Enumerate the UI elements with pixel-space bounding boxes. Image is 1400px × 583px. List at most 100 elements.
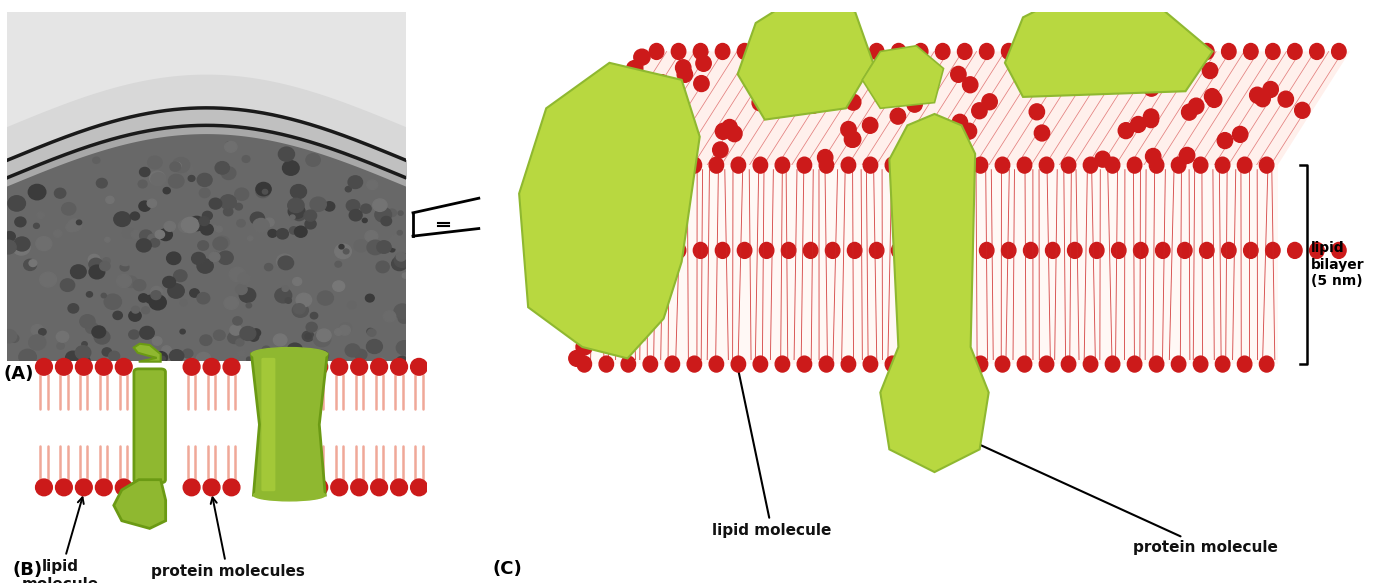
Circle shape — [256, 185, 270, 198]
Ellipse shape — [951, 66, 966, 82]
Ellipse shape — [752, 95, 767, 111]
Circle shape — [251, 212, 265, 224]
Ellipse shape — [575, 140, 592, 156]
Ellipse shape — [722, 120, 738, 135]
Ellipse shape — [1155, 44, 1170, 59]
Ellipse shape — [1263, 82, 1278, 97]
Ellipse shape — [622, 157, 636, 173]
Ellipse shape — [1309, 44, 1324, 59]
Circle shape — [90, 258, 102, 271]
Ellipse shape — [1023, 243, 1037, 258]
Ellipse shape — [661, 82, 676, 98]
Ellipse shape — [1266, 44, 1280, 59]
Circle shape — [216, 161, 230, 174]
Ellipse shape — [1204, 89, 1219, 104]
Ellipse shape — [650, 44, 664, 59]
Circle shape — [367, 339, 382, 353]
Circle shape — [36, 237, 52, 251]
Circle shape — [151, 173, 165, 186]
Circle shape — [150, 295, 167, 310]
Ellipse shape — [95, 479, 112, 496]
Ellipse shape — [1149, 157, 1163, 173]
Ellipse shape — [731, 356, 746, 372]
Ellipse shape — [56, 359, 73, 375]
Circle shape — [288, 198, 304, 213]
Ellipse shape — [672, 243, 686, 258]
Circle shape — [396, 356, 407, 367]
Circle shape — [238, 273, 251, 284]
Circle shape — [125, 276, 137, 287]
Circle shape — [393, 304, 410, 318]
Ellipse shape — [1309, 243, 1324, 258]
Circle shape — [267, 230, 277, 237]
Ellipse shape — [1144, 109, 1159, 125]
Ellipse shape — [846, 131, 861, 147]
Circle shape — [290, 185, 307, 199]
Circle shape — [105, 237, 111, 242]
Ellipse shape — [907, 157, 921, 173]
Circle shape — [174, 270, 188, 282]
Ellipse shape — [872, 66, 888, 82]
Ellipse shape — [1145, 149, 1161, 164]
Circle shape — [388, 234, 403, 248]
Circle shape — [202, 189, 207, 194]
Ellipse shape — [1130, 75, 1145, 90]
Ellipse shape — [913, 44, 928, 59]
Ellipse shape — [1061, 157, 1075, 173]
Ellipse shape — [804, 94, 819, 110]
Ellipse shape — [76, 479, 92, 496]
Ellipse shape — [890, 108, 906, 124]
Polygon shape — [738, 0, 874, 120]
Circle shape — [293, 209, 305, 220]
Ellipse shape — [1177, 243, 1191, 258]
Circle shape — [305, 219, 316, 229]
Ellipse shape — [650, 243, 664, 258]
Circle shape — [392, 257, 407, 271]
Circle shape — [154, 352, 168, 363]
Ellipse shape — [1061, 356, 1075, 372]
Circle shape — [398, 230, 402, 235]
Ellipse shape — [627, 259, 643, 275]
Circle shape — [139, 294, 148, 302]
Circle shape — [365, 294, 374, 302]
Circle shape — [287, 343, 302, 356]
Circle shape — [389, 247, 395, 252]
Ellipse shape — [223, 479, 239, 496]
Ellipse shape — [330, 479, 347, 496]
Ellipse shape — [913, 243, 928, 258]
Ellipse shape — [895, 80, 910, 97]
Ellipse shape — [634, 248, 650, 264]
Ellipse shape — [672, 44, 686, 59]
Circle shape — [83, 357, 90, 363]
Circle shape — [88, 254, 99, 265]
Polygon shape — [7, 12, 406, 169]
Circle shape — [174, 163, 181, 169]
Polygon shape — [519, 63, 700, 359]
Ellipse shape — [1001, 44, 1016, 59]
Ellipse shape — [804, 44, 818, 59]
Circle shape — [325, 202, 335, 211]
Ellipse shape — [687, 157, 701, 173]
Ellipse shape — [1260, 356, 1274, 372]
Ellipse shape — [622, 356, 636, 372]
Circle shape — [153, 337, 162, 345]
Ellipse shape — [95, 359, 112, 375]
Polygon shape — [881, 114, 988, 472]
Ellipse shape — [862, 117, 878, 134]
Polygon shape — [113, 480, 165, 528]
Circle shape — [209, 198, 221, 209]
Ellipse shape — [846, 94, 861, 110]
Text: (B): (B) — [13, 561, 42, 578]
Ellipse shape — [391, 359, 407, 375]
Circle shape — [216, 236, 230, 248]
Circle shape — [262, 346, 270, 353]
Ellipse shape — [1144, 112, 1159, 128]
Ellipse shape — [253, 489, 325, 501]
Circle shape — [164, 188, 171, 194]
Ellipse shape — [1215, 356, 1229, 372]
Ellipse shape — [591, 117, 606, 134]
Circle shape — [287, 347, 297, 356]
Circle shape — [109, 352, 119, 361]
Circle shape — [273, 334, 287, 346]
Ellipse shape — [1288, 243, 1302, 258]
